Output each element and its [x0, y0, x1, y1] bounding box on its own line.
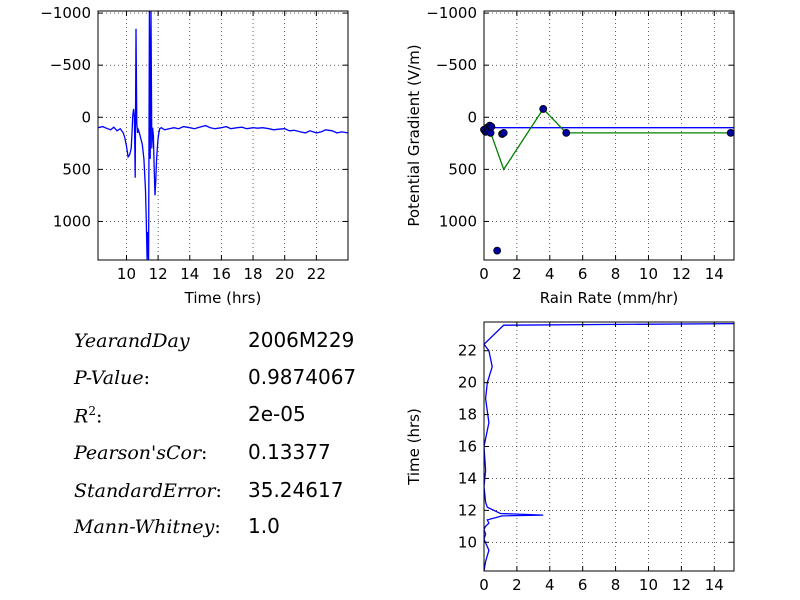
- y-tick-label: −1000: [426, 4, 477, 22]
- axes-frame: [97, 10, 349, 261]
- data-point: [493, 246, 502, 255]
- x-axis-label: Time (hrs): [184, 289, 262, 307]
- binned-mean-line: [488, 107, 731, 171]
- stat-label: R2:: [74, 404, 102, 427]
- x-tick-label: 22: [307, 265, 326, 283]
- y-tick-label: 0: [467, 108, 477, 126]
- x-tick-label: 10: [639, 576, 658, 594]
- plot-area: [484, 107, 734, 171]
- stat-label-text: P-Value: [74, 367, 144, 389]
- y-axis-label: Time (hrs): [405, 408, 423, 486]
- chart-pg-rain: 0 2 4 6 8 10 12 14 −1000 −500 0 500 1000 Rain Rate (m…: [405, 4, 735, 307]
- data-point: [726, 128, 735, 137]
- x-tick-label: 4: [545, 576, 555, 594]
- y-tick-label: 1000: [439, 212, 477, 230]
- y-tick-label: 12: [458, 501, 477, 519]
- stat-value: 0.13377: [248, 440, 331, 464]
- x-tick-label: 16: [212, 265, 231, 283]
- chart-rain-time: 0 2 4 6 8 10 12 14 10 12 14 16 18 20 22 Time (hrs): [405, 321, 735, 594]
- stat-label: Mann-Whitney:: [74, 516, 221, 538]
- stat-value: 2e-05: [248, 402, 306, 426]
- stat-label-text: YearandDay: [74, 330, 190, 352]
- x-tick-label: 10: [117, 265, 136, 283]
- stat-label: Pearson'sCor:: [74, 442, 207, 464]
- x-tick-label: 6: [578, 265, 588, 283]
- stat-value: 2006M229: [248, 328, 355, 352]
- y-tick-label: 1000: [53, 212, 91, 230]
- stat-label: YearandDay: [74, 330, 190, 352]
- x-tick-label: 12: [149, 265, 168, 283]
- y-tick-label: 0: [81, 108, 91, 126]
- x-tick-label: 2: [512, 265, 522, 283]
- y-tick-label: −500: [436, 56, 477, 74]
- x-tick-label: 12: [672, 265, 691, 283]
- y-tick-label: −500: [50, 56, 91, 74]
- series-line: [98, 11, 348, 260]
- x-tick-label: 14: [705, 265, 724, 283]
- y-axis-label: Potential Gradient (V/m): [405, 44, 423, 226]
- y-tick-label: 10: [458, 533, 477, 551]
- stat-value: 0.9874067: [248, 365, 357, 389]
- y-tick-label: 18: [458, 406, 477, 424]
- plot-area: [484, 322, 734, 571]
- data-point: [499, 128, 508, 137]
- chart-pg-time: 10 12 14 16 18 20 22 −1000 −500 0 500 1000 Time (hrs…: [40, 4, 349, 307]
- stat-label: P-Value:: [74, 367, 150, 389]
- stat-value: 1.0: [248, 514, 280, 538]
- y-tick-label: −1000: [40, 4, 91, 22]
- x-tick-label: 14: [180, 265, 199, 283]
- y-tick-label: 500: [62, 160, 91, 178]
- y-tick-label: 22: [458, 342, 477, 360]
- x-tick-label: 12: [672, 576, 691, 594]
- stat-label-text: Pearson'sCor: [74, 442, 202, 464]
- stat-label-colon: :: [143, 367, 151, 389]
- stat-label-superscript: 2: [88, 404, 96, 418]
- x-tick-label: 0: [479, 265, 489, 283]
- stat-label: StandardError:: [74, 480, 222, 502]
- x-tick-label: 0: [479, 576, 489, 594]
- series-line: [484, 322, 734, 571]
- x-tick-label: 18: [244, 265, 263, 283]
- y-tick-label: 14: [458, 469, 477, 487]
- data-point: [539, 105, 548, 113]
- x-tick-label: 2: [512, 576, 522, 594]
- stat-label-text: StandardError: [74, 480, 216, 502]
- x-tick-label: 8: [611, 265, 621, 283]
- x-tick-label: 10: [639, 265, 658, 283]
- y-tick-label: 500: [448, 160, 477, 178]
- stat-label-text: Mann-Whitney: [74, 516, 215, 538]
- x-axis-label: Rain Rate (mm/hr): [540, 289, 679, 307]
- x-tick-label: 20: [275, 265, 294, 283]
- x-tick-label: 6: [578, 576, 588, 594]
- plot-area: [98, 11, 348, 260]
- axes-frame: [483, 10, 735, 261]
- x-tick-label: 8: [611, 576, 621, 594]
- x-tick-label: 4: [545, 265, 555, 283]
- stat-label-text: R: [74, 405, 89, 428]
- stat-label-colon: :: [215, 480, 222, 502]
- x-tick-label: 14: [705, 576, 724, 594]
- y-tick-label: 16: [458, 438, 477, 456]
- y-tick-label: 20: [458, 374, 477, 392]
- stat-value: 35.24617: [248, 478, 344, 502]
- data-point: [562, 128, 571, 137]
- data-point: [487, 122, 496, 131]
- stat-label-colon: :: [95, 405, 103, 428]
- stat-label-colon: :: [201, 442, 208, 464]
- stat-label-colon: :: [214, 516, 221, 538]
